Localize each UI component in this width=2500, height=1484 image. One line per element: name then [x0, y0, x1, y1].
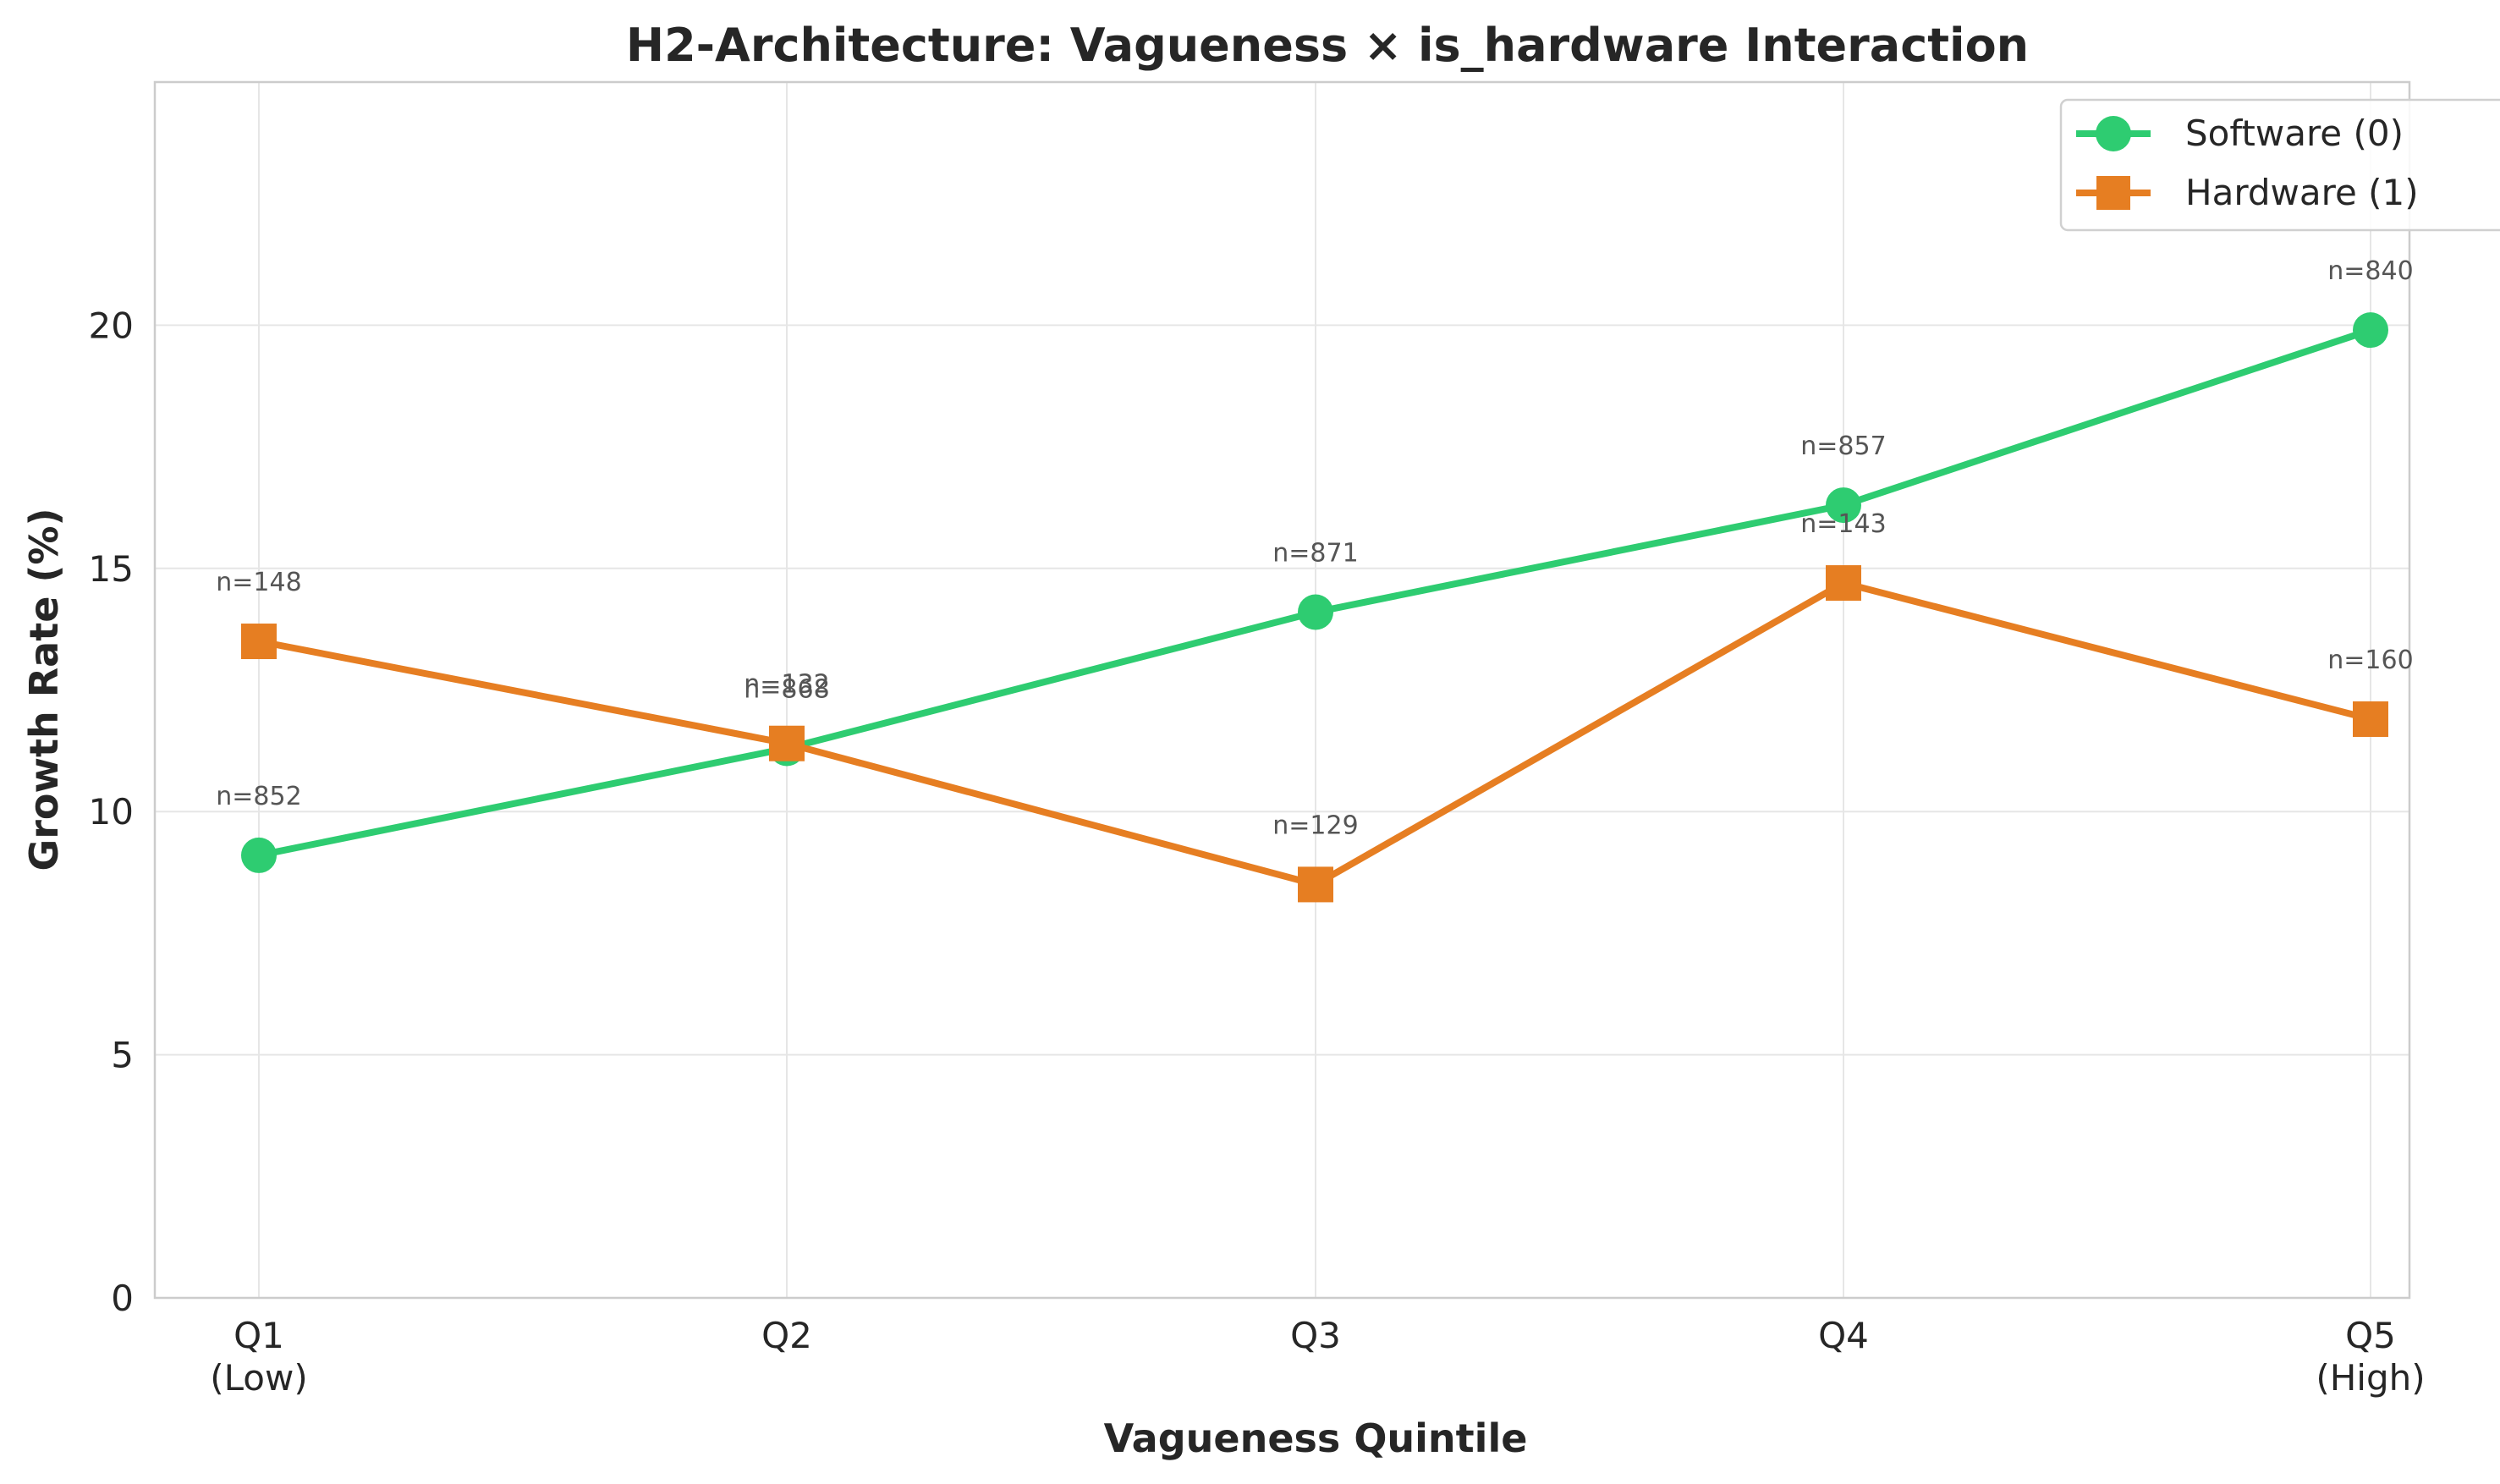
- data-point-software: [1298, 594, 1333, 630]
- x-tick-label: Q5: [2345, 1315, 2396, 1356]
- n-label-hardware: n=148: [216, 568, 301, 597]
- data-point-hardware: [1826, 565, 1861, 602]
- x-tick-label: Q2: [761, 1315, 812, 1356]
- data-point-hardware: [769, 725, 805, 761]
- data-point-software: [1826, 487, 1861, 524]
- legend-hardware-marker: [2096, 176, 2130, 210]
- n-label-software: n=852: [216, 782, 301, 811]
- data-point-hardware: [2353, 701, 2388, 737]
- n-label-software: n=871: [1272, 539, 1358, 569]
- n-label-software: n=868: [744, 674, 829, 704]
- x-axis-label: Vagueness Quintile: [1104, 1415, 1528, 1461]
- y-tick-label: 20: [89, 305, 134, 346]
- x-tick-label: Q1: [234, 1315, 284, 1356]
- grid: [155, 82, 2409, 1298]
- x-tick-label: Q4: [1818, 1315, 1869, 1356]
- chart-title: H2-Architecture: Vagueness × is_hardware…: [626, 19, 2029, 72]
- y-tick-label: 10: [89, 791, 134, 833]
- data-point-hardware: [241, 624, 277, 660]
- legend-software-marker: [2096, 116, 2131, 151]
- data-point-hardware: [1298, 866, 1333, 903]
- data-point-software: [2353, 312, 2388, 349]
- legend: Software (0) Hardware (1): [2059, 98, 2500, 232]
- legend-box: [2059, 98, 2500, 232]
- y-tick-label: 15: [89, 548, 134, 590]
- y-axis-label: Growth Rate (%): [21, 508, 67, 871]
- data-point-software: [241, 837, 277, 873]
- n-labels: n=852 n=868 n=871 n=857 n=840 n=148 n=132 n=129…: [216, 256, 2413, 840]
- x-tick-label: (High): [2316, 1357, 2425, 1399]
- n-label-software: n=840: [2327, 256, 2413, 286]
- n-label-hardware: n=160: [2327, 646, 2413, 675]
- y-tick-label: 0: [111, 1278, 134, 1319]
- series-layer: [241, 312, 2388, 903]
- tick-labels: 0 5 10 15 20 Q1(Low) Q2 Q3 Q4 Q5(High): [89, 305, 2426, 1399]
- y-tick-label: 5: [111, 1035, 134, 1076]
- plot-frame: [153, 80, 2411, 1300]
- legend-software-label: Software (0): [2185, 113, 2404, 154]
- x-tick-label: Q3: [1290, 1315, 1341, 1356]
- legend-hardware-label: Hardware (1): [2185, 172, 2419, 213]
- n-label-software: n=857: [1800, 431, 1886, 461]
- n-label-hardware: n=143: [1800, 509, 1886, 539]
- n-label-hardware: n=129: [1272, 811, 1358, 840]
- x-tick-label: (Low): [210, 1357, 307, 1399]
- n-label-hardware: n=132: [744, 670, 829, 700]
